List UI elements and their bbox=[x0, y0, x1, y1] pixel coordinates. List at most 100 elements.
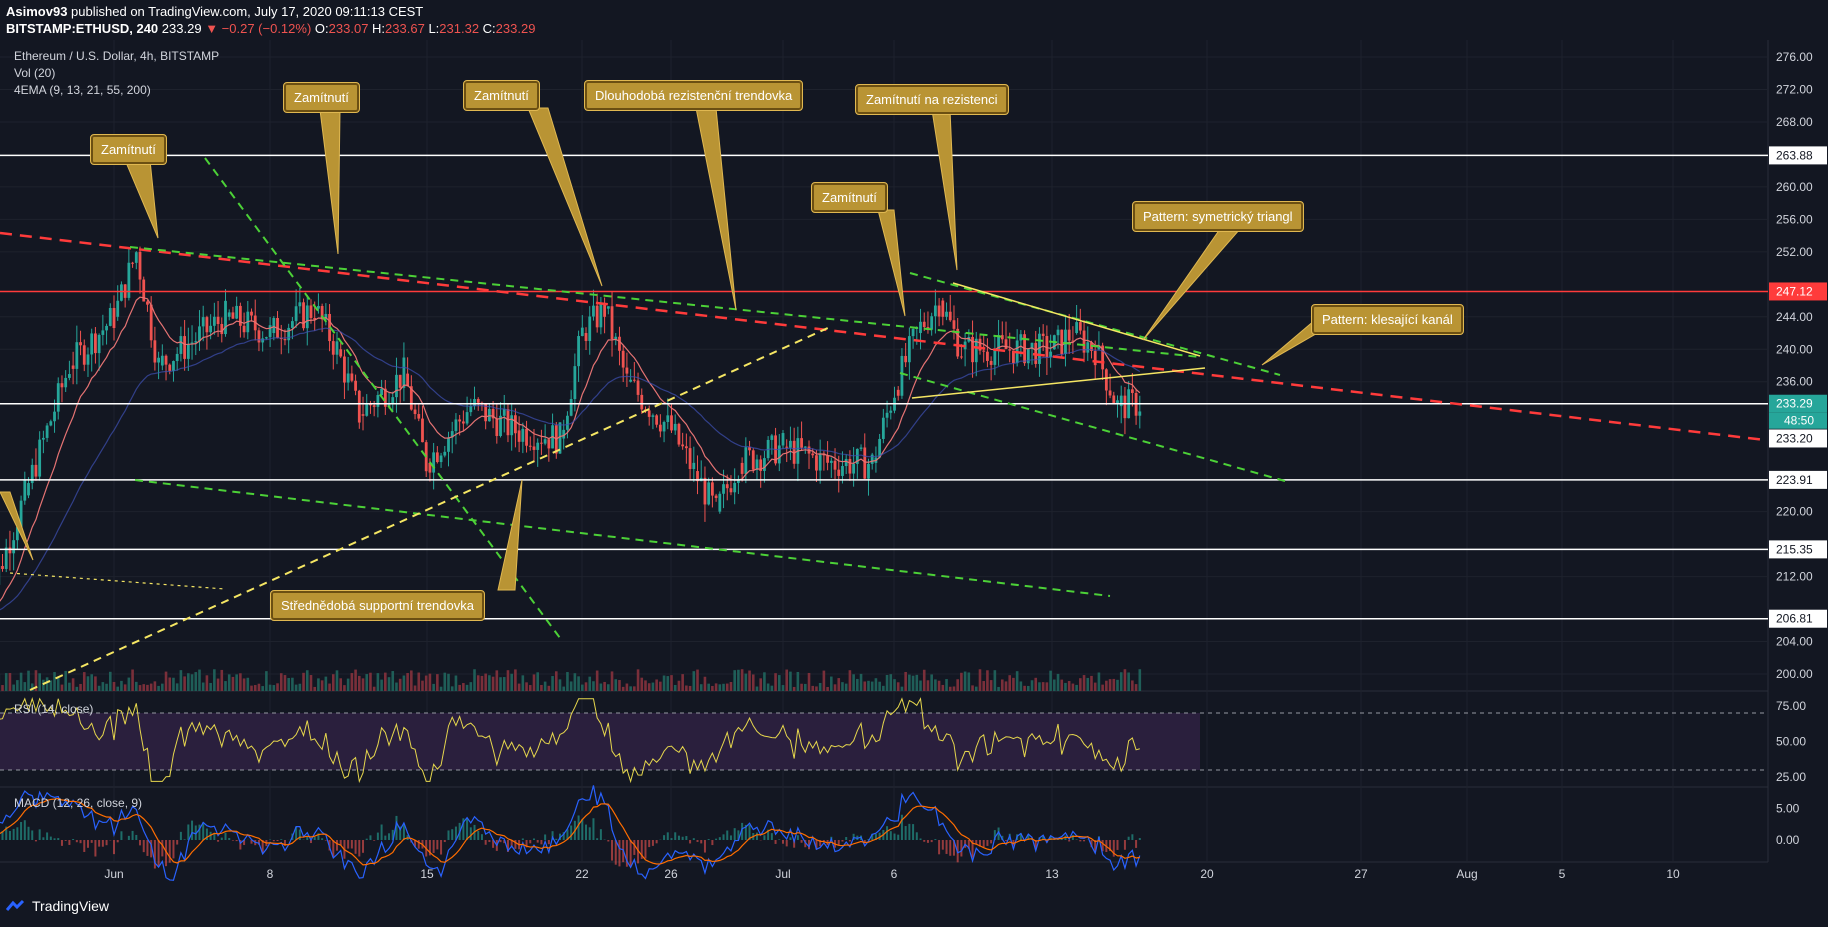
price-label: 206.81 bbox=[1776, 612, 1813, 626]
macd-histogram bbox=[179, 831, 182, 840]
macd-histogram bbox=[142, 840, 145, 853]
callout-rejection-3[interactable]: Zamítnutí bbox=[463, 80, 540, 111]
candle-body bbox=[116, 300, 120, 317]
support-trendline bbox=[29, 326, 831, 691]
macd-histogram bbox=[596, 838, 599, 840]
candle-body bbox=[844, 458, 848, 467]
macd-histogram bbox=[354, 840, 357, 854]
candle-body bbox=[584, 333, 588, 341]
candle-body bbox=[881, 417, 885, 439]
volume-bar bbox=[848, 670, 852, 691]
candle-body bbox=[138, 251, 142, 280]
volume-bar bbox=[49, 680, 53, 691]
author-name[interactable]: Asimov93 bbox=[6, 4, 68, 19]
volume-bar bbox=[324, 676, 328, 691]
candle-body bbox=[216, 316, 220, 325]
callout-support-trendline[interactable]: Střednědobá supportní trendovka bbox=[270, 590, 485, 621]
volume-bar bbox=[908, 674, 911, 691]
volume-bar bbox=[644, 680, 647, 691]
price-axis[interactable]: 276.00 272.00 268.00 260.00 256.00 252.00 244.… bbox=[1769, 50, 1827, 847]
macd-histogram bbox=[161, 840, 164, 857]
volume-bar bbox=[4, 673, 8, 691]
volume-bar bbox=[1000, 679, 1004, 691]
macd-tick: 5.00 bbox=[1776, 802, 1800, 816]
price-tick: 276.00 bbox=[1776, 50, 1813, 64]
macd-histogram bbox=[677, 835, 680, 840]
candle-body bbox=[722, 484, 725, 494]
candle-body bbox=[777, 445, 781, 464]
time-axis[interactable]: Jun 8 15 22 26 Jul 6 13 20 27 Aug 5 10 bbox=[104, 867, 1680, 881]
volume-bar bbox=[737, 669, 740, 691]
candle-body bbox=[160, 355, 164, 366]
candle-body bbox=[205, 317, 209, 333]
candle-body bbox=[272, 318, 276, 334]
macd-histogram bbox=[399, 826, 402, 840]
candle-body bbox=[800, 438, 803, 448]
volume-bar bbox=[1056, 673, 1060, 691]
candle-body bbox=[264, 337, 268, 339]
candle-body bbox=[677, 423, 681, 445]
callout-symmetric-triangle[interactable]: Pattern: symetrický triangl bbox=[1132, 201, 1304, 232]
callout-rejection-4[interactable]: Zamítnutí bbox=[811, 182, 888, 213]
candle-body bbox=[391, 397, 395, 404]
candle-body bbox=[1012, 350, 1015, 364]
macd-histogram bbox=[514, 840, 517, 849]
macd-histogram bbox=[1116, 840, 1119, 850]
volume-bar bbox=[1086, 677, 1090, 691]
symbol[interactable]: BITSTAMP:ETHUSD, 240 bbox=[6, 21, 159, 36]
macd-histogram bbox=[1123, 840, 1126, 850]
time-tick: 13 bbox=[1045, 867, 1059, 881]
volume-bar bbox=[469, 682, 473, 691]
volume-bar bbox=[302, 672, 305, 691]
macd-histogram bbox=[886, 826, 889, 840]
macd-histogram bbox=[183, 839, 186, 840]
close-label: C: bbox=[482, 21, 496, 36]
volume-bar bbox=[558, 679, 562, 691]
tradingview-logo[interactable]: TradingView bbox=[6, 898, 109, 914]
candle-body bbox=[618, 336, 621, 351]
candle-body bbox=[56, 383, 60, 412]
volume-bar bbox=[224, 681, 227, 691]
macd-histogram bbox=[566, 829, 569, 840]
macd-histogram bbox=[75, 840, 78, 843]
price-tick: 200.00 bbox=[1776, 667, 1813, 681]
candle-body bbox=[919, 321, 922, 334]
macd-histogram bbox=[231, 840, 234, 841]
callout-rejection-1[interactable]: Zamítnutí bbox=[90, 134, 167, 165]
macd-histogram bbox=[744, 824, 747, 840]
volume-bar bbox=[1116, 679, 1119, 691]
volume-bar bbox=[265, 671, 268, 691]
macd-histogram bbox=[172, 840, 175, 859]
macd-histogram bbox=[499, 840, 502, 843]
callout-descending-channel[interactable]: Pattern: klesající kanál bbox=[1311, 304, 1464, 335]
macd-histogram bbox=[150, 840, 153, 858]
volume-bar bbox=[1119, 672, 1123, 691]
callout-long-term-resistance[interactable]: Dlouhodobá rezistenční trendovka bbox=[584, 80, 804, 111]
price-chart[interactable]: 276.00272.00268.00260.00256.00252.00244.… bbox=[0, 40, 1828, 886]
macd-histogram bbox=[737, 830, 740, 840]
candle-body bbox=[651, 415, 655, 417]
macd-histogram bbox=[492, 840, 495, 848]
macd-histogram bbox=[967, 840, 970, 849]
candle-body bbox=[922, 321, 926, 328]
macd-histogram bbox=[12, 828, 15, 840]
volume-bar bbox=[521, 675, 525, 691]
volume-bar bbox=[651, 682, 655, 691]
volume-bar bbox=[528, 685, 532, 691]
brand-name: TradingView bbox=[32, 898, 110, 914]
candle-body bbox=[952, 320, 956, 329]
volume-bar bbox=[588, 676, 592, 691]
volume-bar bbox=[495, 670, 499, 691]
macd-histogram bbox=[131, 830, 134, 840]
callout-rejection-resistance[interactable]: Zamítnutí na rezistenci bbox=[855, 84, 1009, 115]
volume-bar bbox=[729, 681, 733, 691]
macd-histogram bbox=[521, 838, 524, 840]
countdown-bg bbox=[1769, 412, 1827, 429]
price-tick: 244.00 bbox=[1776, 310, 1813, 324]
candle-body bbox=[948, 311, 952, 321]
macd-histogram bbox=[611, 840, 614, 861]
price-tick: 260.00 bbox=[1776, 180, 1813, 194]
callout-rejection-2[interactable]: Zamítnutí bbox=[283, 82, 360, 113]
candle-body bbox=[525, 428, 528, 446]
volume-bar bbox=[157, 685, 160, 691]
